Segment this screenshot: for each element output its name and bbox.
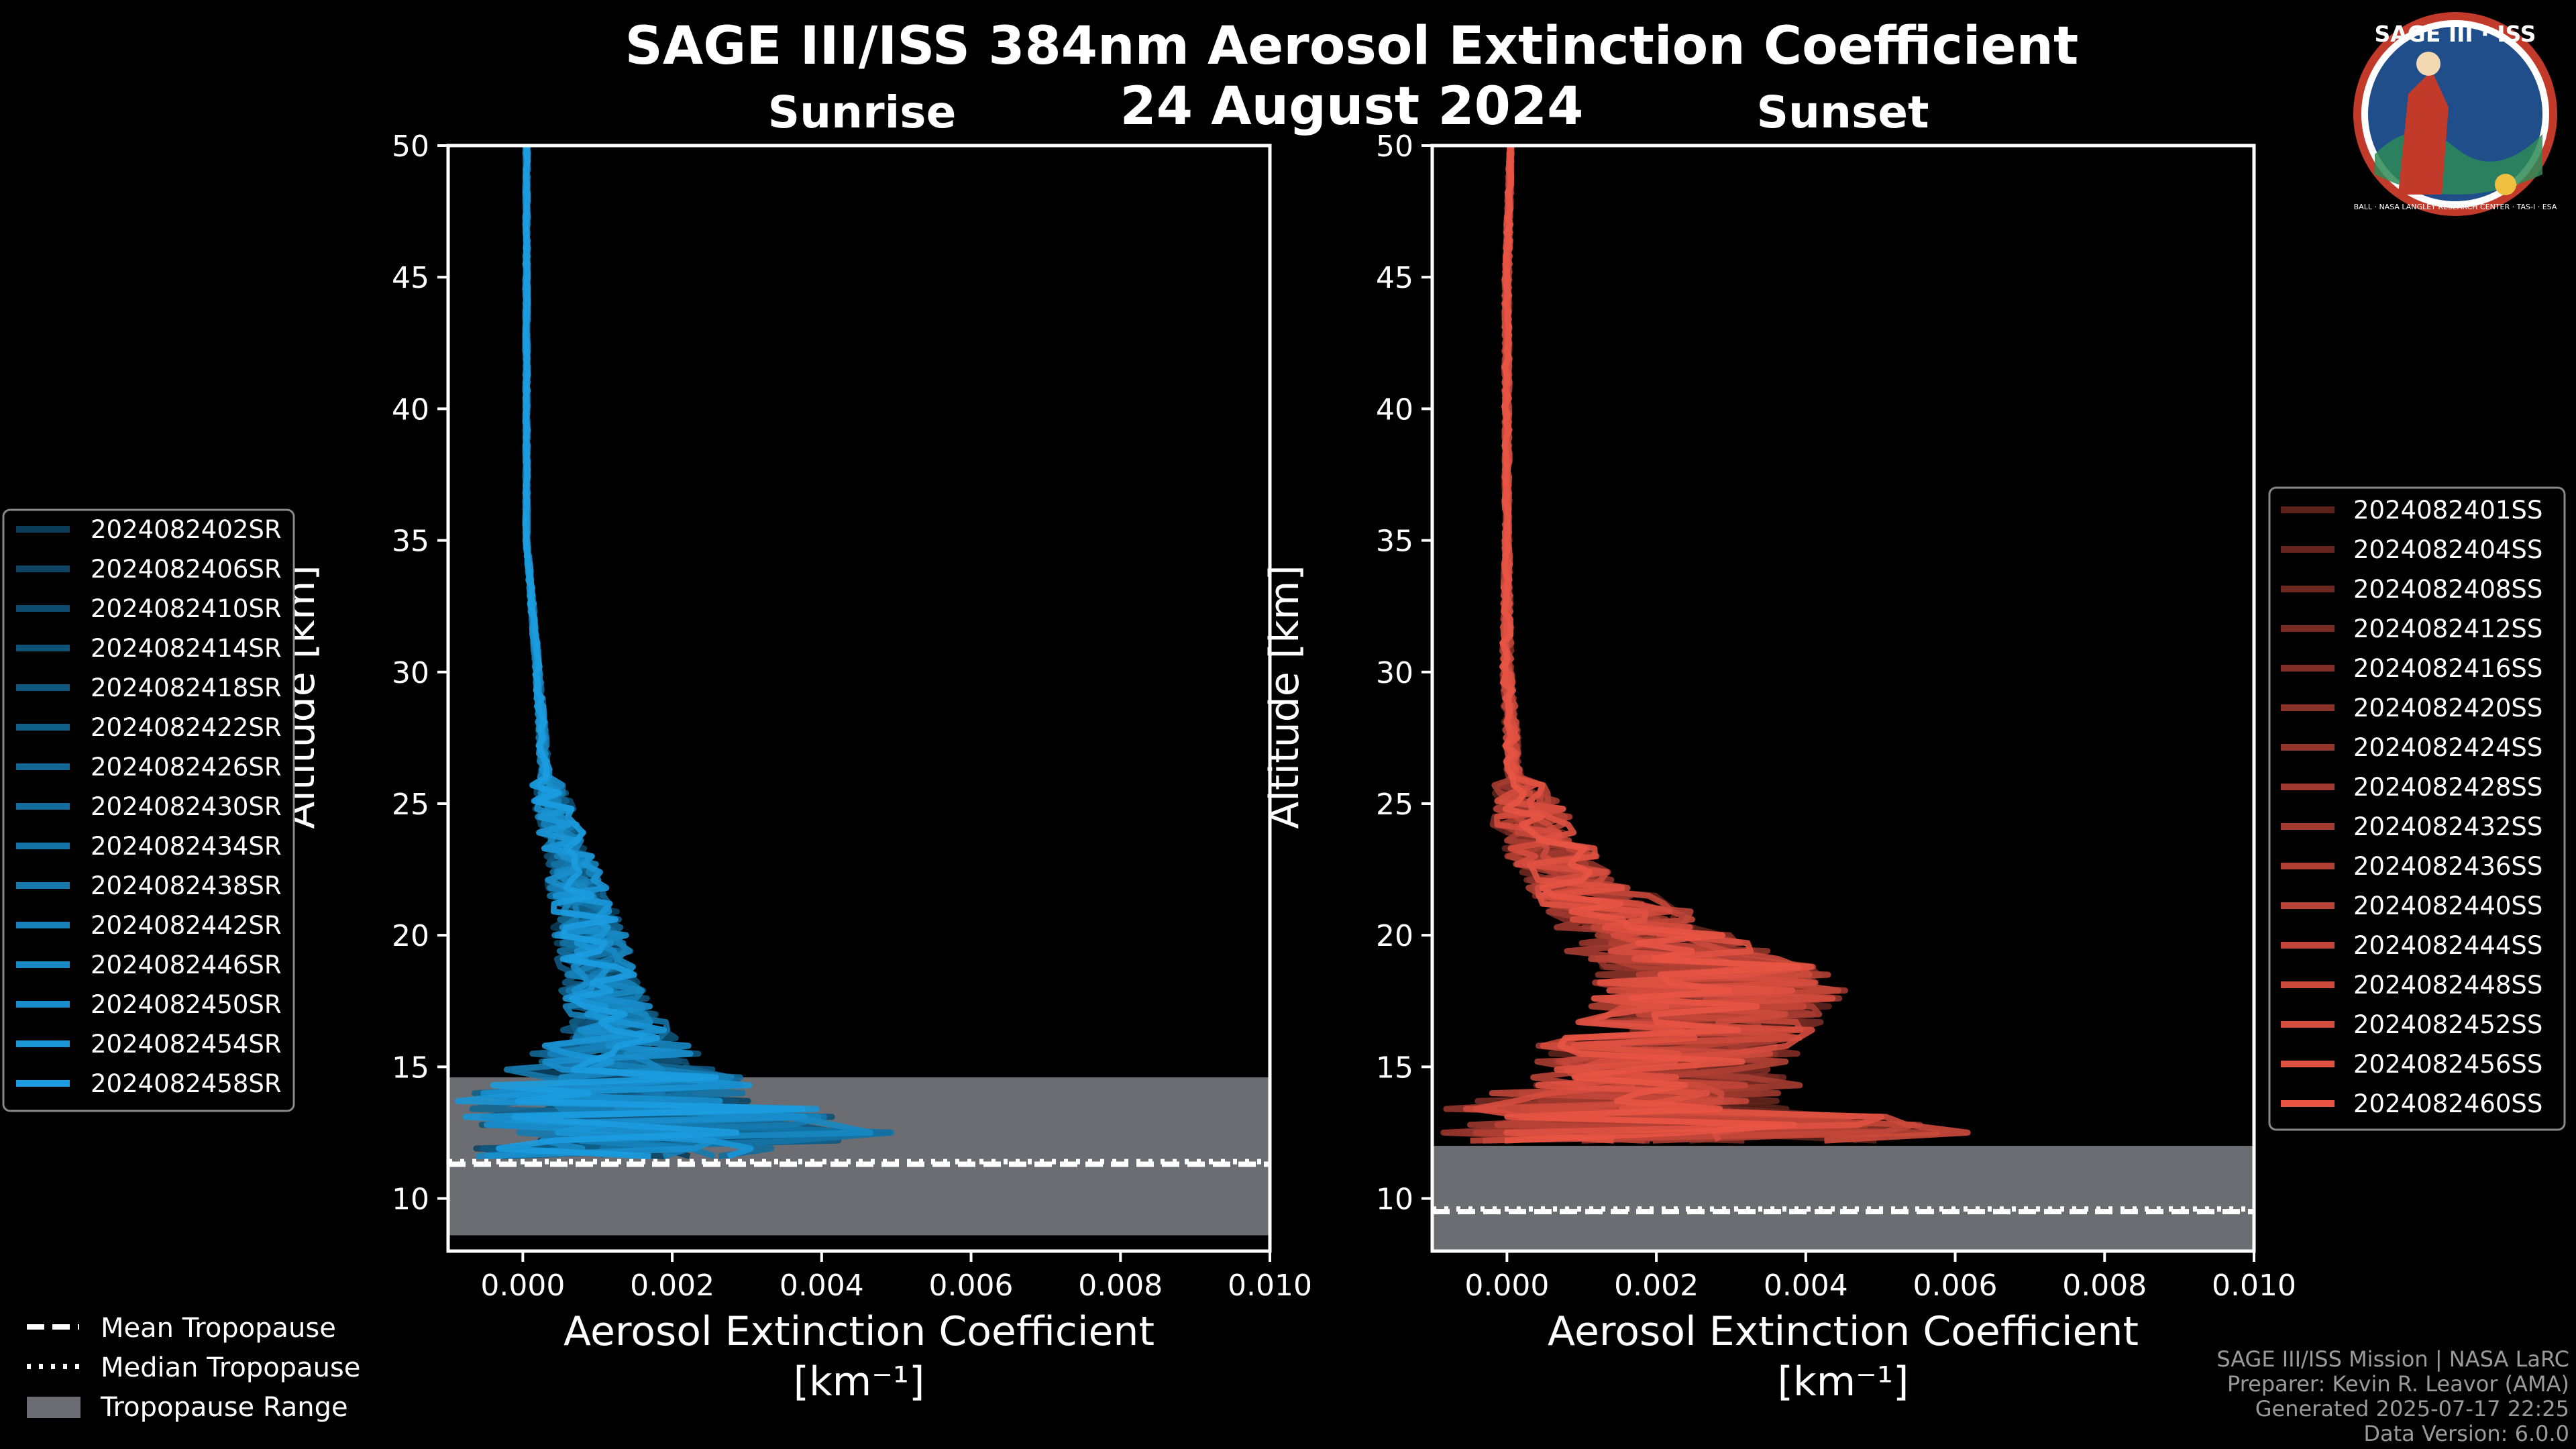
x-tick-label: 0.000 — [480, 1269, 565, 1303]
y-tick-label: 40 — [392, 392, 429, 427]
tropopause-range-swatch — [27, 1397, 80, 1418]
axes-frame — [1430, 144, 2256, 1253]
y-tick-label: 10 — [1376, 1183, 1413, 1217]
y-tick-label: 10 — [392, 1183, 429, 1217]
sunset-legend: 2024082401SS 2024082404SS 2024082408SS 2024… — [2268, 486, 2566, 1131]
legend-label: 2024082428SS — [2353, 773, 2542, 802]
credit-line-2: Preparer: Kevin R. Leavor (AMA) — [2227, 1371, 2569, 1397]
x-axis-label: Aerosol Extinction Coefficient — [1548, 1308, 2139, 1355]
y-tick-label: 25 — [392, 788, 429, 822]
y-tick-label: 45 — [392, 261, 429, 295]
legend-label: 2024082450SR — [91, 990, 282, 1019]
legend-label: 2024082448SS — [2353, 971, 2542, 1000]
y-tick-label: 15 — [392, 1051, 429, 1085]
legend-label: 2024082456SS — [2353, 1050, 2542, 1079]
legend-label: 2024082401SS — [2353, 496, 2542, 525]
credits: SAGE III/ISS Mission | NASA LaRC Prepare… — [2216, 1346, 2569, 1446]
tropopause-legend: Mean Tropopause Median Tropopause Tropop… — [27, 1313, 360, 1423]
y-tick-label: 40 — [1376, 392, 1413, 427]
legend-label: 2024082406SR — [91, 555, 282, 584]
y-tick-label: 35 — [392, 525, 429, 559]
x-tick-label: 0.004 — [780, 1269, 864, 1303]
sunrise-legend-frame — [2, 508, 295, 1112]
y-tick-label: 30 — [1376, 656, 1413, 690]
sage-logo: SAGE III · ISS BALL · NASA LANGLEY RESEA… — [2353, 12, 2557, 216]
x-tick-label: 0.002 — [1614, 1269, 1699, 1303]
y-axis-label: Altitude [km] — [1261, 565, 1308, 829]
y-tick-label: 45 — [1376, 261, 1413, 295]
x-tick-label: 0.008 — [2062, 1269, 2147, 1303]
legend-label: 2024082418SR — [91, 674, 282, 702]
legend-label: 2024082440SS — [2353, 892, 2542, 920]
x-tick-label: 0.006 — [929, 1269, 1014, 1303]
legend-label: 2024082422SR — [91, 713, 282, 742]
logo-text: SAGE III · ISS — [2374, 21, 2536, 47]
y-tick-label: 20 — [392, 919, 429, 953]
legend-label: 2024082444SS — [2353, 931, 2542, 960]
credit-line-1: SAGE III/ISS Mission | NASA LaRC — [2216, 1346, 2569, 1372]
legend-label: 2024082434SR — [91, 832, 282, 861]
median-tropopause-label: Median Tropopause — [101, 1352, 360, 1383]
sunrise-legend: 2024082402SR 2024082406SR 2024082410SR 2024… — [2, 508, 295, 1112]
legend-label: 2024082424SS — [2353, 733, 2542, 762]
credit-line-4: Data Version: 6.0.0 — [2363, 1421, 2569, 1446]
legend-label: 2024082410SR — [91, 594, 282, 623]
x-tick-label: 0.010 — [2212, 1269, 2296, 1303]
legend-label: 2024082454SR — [91, 1030, 282, 1059]
x-axis-unit: [km⁻¹] — [1778, 1358, 1909, 1405]
axes-frame — [446, 144, 1272, 1253]
x-tick-label: 0.010 — [1228, 1269, 1312, 1303]
legend-label: 2024082414SR — [91, 634, 282, 663]
tropopause-range-band — [1432, 1146, 2254, 1251]
figure-title: SAGE III/ISS 384nm Aerosol Extinction Co… — [625, 16, 2079, 76]
x-tick-label: 0.006 — [1913, 1269, 1998, 1303]
legend-label: 2024082442SR — [91, 911, 282, 940]
logo-ring-text: BALL · NASA LANGLEY RESEARCH CENTER · TA… — [2354, 203, 2557, 211]
x-tick-label: 0.004 — [1764, 1269, 1848, 1303]
legend-label: 2024082452SS — [2353, 1010, 2542, 1039]
legend-label: 2024082446SR — [91, 951, 282, 979]
credit-line-3: Generated 2025-07-17 22:25 — [2255, 1396, 2569, 1421]
legend-label: 2024082408SS — [2353, 575, 2542, 604]
legend-label: 2024082458SR — [91, 1069, 282, 1098]
legend-label: 2024082460SS — [2353, 1089, 2542, 1118]
x-tick-label: 0.002 — [630, 1269, 714, 1303]
profile-line — [490, 145, 806, 1160]
x-axis-label: Aerosol Extinction Coefficient — [564, 1308, 1155, 1355]
y-tick-label: 50 — [392, 129, 429, 164]
legend-label: 2024082436SS — [2353, 852, 2542, 881]
figure-subtitle: 24 August 2024 — [1120, 76, 1584, 137]
sunset-panel: Sunset 10 15 20 25 30 35 40 45 50 0.000 0.002 0.004 0… — [1261, 87, 2296, 1405]
profile-line — [1499, 145, 1802, 1144]
legend-label: 2024082432SS — [2353, 812, 2542, 841]
legend-label: 2024082404SS — [2353, 535, 2542, 564]
legend-label: 2024082416SS — [2353, 654, 2542, 683]
sunset-legend-frame — [2268, 486, 2566, 1131]
x-tick-label: 0.008 — [1078, 1269, 1163, 1303]
legend-label: 2024082438SR — [91, 871, 282, 900]
y-tick-label: 25 — [1376, 788, 1413, 822]
legend-label: 2024082412SS — [2353, 614, 2542, 643]
legend-label: 2024082430SR — [91, 792, 282, 821]
y-tick-label: 35 — [1376, 525, 1413, 559]
legend-label: 2024082426SR — [91, 753, 282, 782]
y-tick-label: 20 — [1376, 919, 1413, 953]
panel-title: Sunset — [1756, 87, 1929, 138]
y-tick-label: 15 — [1376, 1051, 1413, 1085]
legend-label: 2024082402SR — [91, 515, 282, 544]
legend-label: 2024082420SS — [2353, 694, 2542, 722]
tropopause-range-label: Tropopause Range — [100, 1392, 348, 1423]
sunrise-panel: Sunrise 10 15 20 25 30 35 40 45 50 0.000 0.002 0.004… — [277, 87, 1312, 1405]
x-axis-unit: [km⁻¹] — [794, 1358, 925, 1405]
panel-title: Sunrise — [768, 87, 957, 138]
mean-tropopause-label: Mean Tropopause — [101, 1313, 336, 1344]
y-tick-label: 50 — [1376, 129, 1413, 164]
y-tick-label: 30 — [392, 656, 429, 690]
x-tick-label: 0.000 — [1464, 1269, 1549, 1303]
